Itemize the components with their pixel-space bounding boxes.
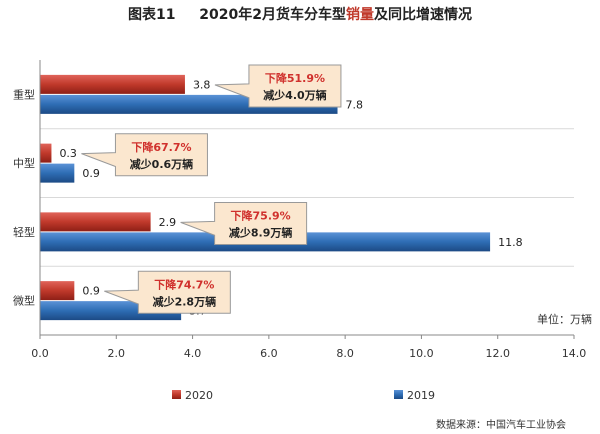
category-label: 重型: [13, 87, 35, 101]
x-tick-label: 8.0: [336, 347, 354, 360]
value-label-2020: 0.9: [82, 285, 100, 298]
bar-2019: [40, 163, 75, 183]
x-tick-label: 0.0: [31, 347, 49, 360]
legend-label-2020: 2020: [185, 389, 213, 402]
callout-change: 下降51.9%: [265, 71, 325, 85]
callout-decrease: 减少0.6万辆: [130, 157, 194, 171]
callout-change: 下降67.7%: [131, 140, 191, 154]
bar-2020: [40, 212, 151, 232]
callout-bubble: [214, 64, 342, 108]
legend-swatch-2019: [394, 390, 403, 399]
value-label-2020: 2.9: [159, 216, 177, 229]
gridlines: [40, 128, 574, 267]
figure-number: 图表11: [128, 7, 176, 23]
callout-bubble: [81, 133, 208, 177]
legend: 2020 2019: [172, 389, 435, 402]
title-suffix: 及同比增速情况: [373, 7, 472, 23]
callout-bubble: [180, 202, 308, 245]
category-label: 轻型: [13, 225, 35, 239]
value-label-2020: 0.3: [59, 147, 77, 160]
data-source: 数据来源：中国汽车工业协会: [436, 420, 566, 431]
bars: 3.87.80.30.92.911.80.93.7: [40, 74, 523, 321]
value-label-2019: 0.9: [82, 167, 100, 180]
callout-decrease: 减少8.9万辆: [229, 226, 293, 240]
callout-bubble: [104, 270, 231, 314]
bar-2020: [40, 143, 52, 163]
category-label: 中型: [13, 156, 35, 170]
x-tick-label: 14.0: [562, 347, 587, 360]
x-tick-label: 6.0: [260, 347, 278, 360]
category-label: 微型: [13, 294, 35, 308]
x-tick-label: 10.0: [409, 347, 434, 360]
bar-2020: [40, 74, 185, 94]
value-label-2020: 3.8: [193, 78, 211, 91]
x-tick-label: 2.0: [108, 347, 126, 360]
title-main: 2020年2月货车分车型: [199, 7, 346, 23]
title-highlight: 销量: [345, 7, 374, 23]
x-tick-label: 4.0: [184, 347, 202, 360]
chart-title: 图表11 2020年2月货车分车型销量及同比增速情况: [0, 4, 600, 24]
unit-label: 单位：万辆: [537, 312, 592, 326]
callout-change: 下降75.9%: [231, 209, 291, 223]
callout-change: 下降74.7%: [154, 277, 214, 291]
value-label-2019: 7.8: [346, 98, 364, 111]
legend-label-2019: 2019: [407, 389, 435, 402]
legend-swatch-2020: [172, 390, 181, 399]
value-label-2019: 11.8: [498, 236, 522, 249]
callout-decrease: 减少2.8万辆: [153, 294, 217, 308]
x-tick-label: 12.0: [485, 347, 510, 360]
bar-2020: [40, 281, 75, 301]
callout-decrease: 减少4.0万辆: [263, 88, 327, 102]
